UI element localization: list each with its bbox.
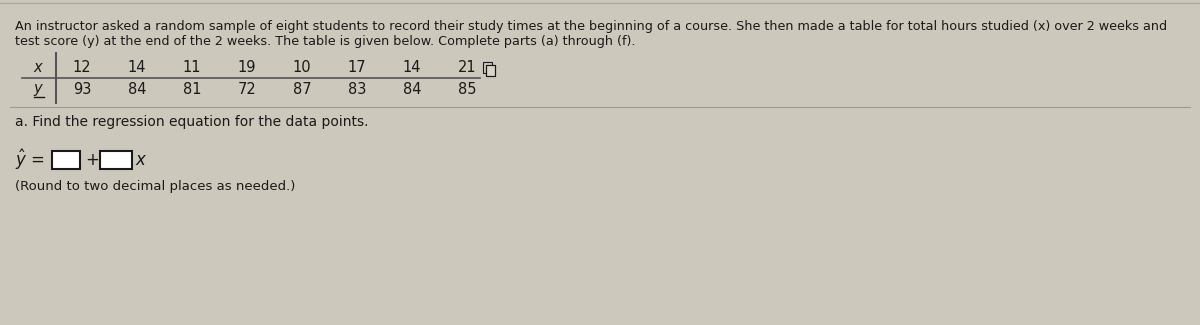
Text: 19: 19 — [238, 59, 257, 74]
Text: 83: 83 — [348, 82, 366, 97]
Text: (Round to two decimal places as needed.): (Round to two decimal places as needed.) — [14, 180, 295, 193]
Text: +: + — [85, 151, 98, 169]
Text: 84: 84 — [403, 82, 421, 97]
Text: An instructor asked a random sample of eight students to record their study time: An instructor asked a random sample of e… — [14, 20, 1168, 33]
Text: 72: 72 — [238, 82, 257, 97]
Bar — [100, 151, 132, 169]
Text: 87: 87 — [293, 82, 311, 97]
Text: 10: 10 — [293, 59, 311, 74]
Bar — [52, 151, 80, 169]
Text: y: y — [34, 82, 42, 97]
Text: 11: 11 — [182, 59, 202, 74]
Text: 84: 84 — [127, 82, 146, 97]
Text: 14: 14 — [127, 59, 146, 74]
Text: 14: 14 — [403, 59, 421, 74]
Text: x: x — [134, 151, 145, 169]
Text: test score (y) at the end of the 2 weeks. The table is given below. Complete par: test score (y) at the end of the 2 weeks… — [14, 35, 636, 48]
Text: 93: 93 — [73, 82, 91, 97]
Bar — [482, 62, 492, 73]
Text: 12: 12 — [73, 59, 91, 74]
Text: $\hat{y}$ =: $\hat{y}$ = — [14, 148, 44, 172]
Text: 21: 21 — [457, 59, 476, 74]
Text: 81: 81 — [182, 82, 202, 97]
Bar — [486, 65, 496, 76]
Text: a. Find the regression equation for the data points.: a. Find the regression equation for the … — [14, 115, 368, 129]
Bar — [486, 65, 496, 76]
Text: x: x — [34, 59, 42, 74]
Text: 17: 17 — [348, 59, 366, 74]
Text: 85: 85 — [457, 82, 476, 97]
